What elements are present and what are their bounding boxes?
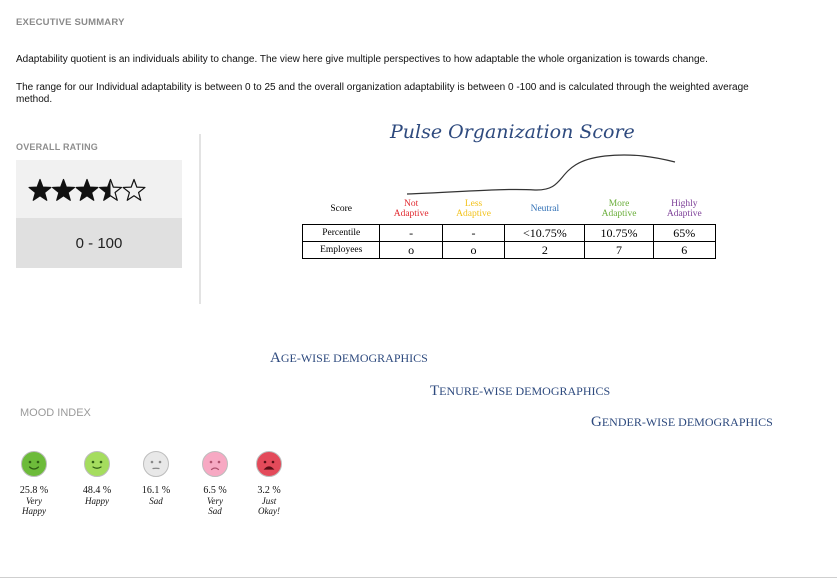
table-cell: 6 — [652, 241, 717, 259]
column-header: Highly Adaptive — [666, 199, 702, 219]
summary-paragraph-1: Adaptability quotient is an individuals … — [16, 54, 708, 65]
overall-rating-title: OVERALL RATING — [16, 142, 98, 152]
age-demographics-link[interactable]: AGE-WISE DEMOGRAPHICS — [270, 350, 428, 366]
column-header: Less Adaptive — [456, 199, 491, 219]
mood-label: Sad — [149, 496, 163, 506]
mood-item-very-happy: 25.8 % Very Happy — [14, 450, 54, 516]
mood-percent: 3.2 % — [257, 485, 281, 496]
pulse-score-title: Pulse Organization Score — [390, 121, 635, 143]
executive-summary-title: EXECUTIVE SUMMARY — [16, 17, 125, 28]
table-cell: - — [441, 224, 506, 242]
star-icon-empty — [122, 178, 146, 201]
table-header-row: Score Not Adaptive Less Adaptive Neutral M… — [303, 194, 716, 225]
table-row: Percentile - - <10.75% 10.75% 65% — [301, 224, 717, 242]
column-header: More Adaptive — [601, 199, 637, 219]
star-rating-icons — [28, 178, 146, 201]
row-label: Percentile — [301, 224, 381, 242]
mood-label: Sad — [208, 506, 222, 516]
mood-item-very-sad: 6.5 % Very Sad — [195, 450, 235, 516]
mood-percent: 6.5 % — [203, 485, 227, 496]
mood-label: Okay! — [258, 506, 280, 516]
table-cell: o — [379, 241, 443, 259]
mood-label: Very — [207, 496, 223, 506]
mood-index-title: MOOD INDEX — [20, 407, 91, 419]
pulse-curve-icon — [406, 154, 676, 195]
overall-rating-card: 0 - 100 — [16, 160, 182, 268]
mood-label: Happy — [22, 506, 46, 516]
mood-percent: 16.1 % — [141, 485, 171, 496]
mood-item-happy: 48.4 % Happy — [77, 450, 117, 506]
rating-range: 0 - 100 — [16, 218, 182, 268]
happy-face-icon — [84, 451, 110, 477]
mood-label: Very — [26, 496, 42, 506]
column-header: Neutral — [530, 204, 560, 214]
table-row: Employees o o 2 7 6 — [301, 241, 717, 259]
very-happy-face-icon — [21, 451, 47, 477]
star-icon-half — [98, 178, 123, 201]
row-label: Employees — [301, 241, 381, 259]
mood-percent: 48.4 % — [82, 485, 112, 496]
table-cell: 10.75% — [584, 224, 654, 242]
table-cell: o — [441, 241, 506, 259]
sad-face-icon — [143, 451, 169, 477]
column-header: Not Adaptive — [393, 199, 429, 219]
mood-percent: 25.8 % — [19, 485, 49, 496]
table-cell: <10.75% — [504, 224, 586, 242]
table-cell: - — [379, 224, 443, 242]
table-cell: 7 — [584, 241, 654, 259]
summary-paragraph-2: The range for our Individual adaptabilit… — [16, 82, 749, 106]
bottom-divider — [0, 577, 837, 578]
table-cell: 65% — [652, 224, 717, 242]
gender-demographics-link[interactable]: GENDER-WISE DEMOGRAPHICS — [591, 414, 773, 430]
star-icon-full — [51, 178, 76, 201]
vertical-divider — [199, 134, 201, 304]
star-icon-full — [28, 178, 52, 201]
pulse-score-table: Score Not Adaptive Less Adaptive Neutral M… — [301, 194, 717, 259]
table-cell: 2 — [504, 241, 586, 259]
just-okay-face-icon — [256, 451, 282, 477]
star-icon-full — [75, 178, 99, 201]
mood-label: Just — [261, 496, 277, 506]
very-sad-face-icon — [202, 451, 228, 477]
star-rating — [16, 160, 182, 218]
score-header: Score — [330, 204, 353, 214]
tenure-demographics-link[interactable]: TENURE-WISE DEMOGRAPHICS — [430, 383, 611, 399]
mood-item-sad: 16.1 % Sad — [136, 450, 176, 506]
mood-label: Happy — [85, 496, 109, 506]
mood-item-just-okay: 3.2 % Just Okay! — [249, 450, 289, 516]
